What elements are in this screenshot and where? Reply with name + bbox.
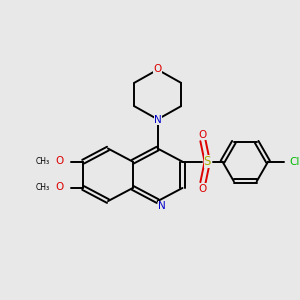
- Text: CH₃: CH₃: [35, 157, 49, 166]
- Text: O: O: [199, 130, 207, 140]
- Text: S: S: [204, 155, 211, 168]
- Text: CH₃: CH₃: [35, 183, 49, 192]
- Text: O: O: [56, 156, 64, 166]
- Text: N: N: [154, 115, 161, 125]
- Text: O: O: [56, 182, 64, 192]
- Text: O: O: [199, 184, 207, 194]
- Text: O: O: [154, 64, 162, 74]
- Text: Cl: Cl: [289, 157, 299, 167]
- Text: N: N: [158, 201, 166, 212]
